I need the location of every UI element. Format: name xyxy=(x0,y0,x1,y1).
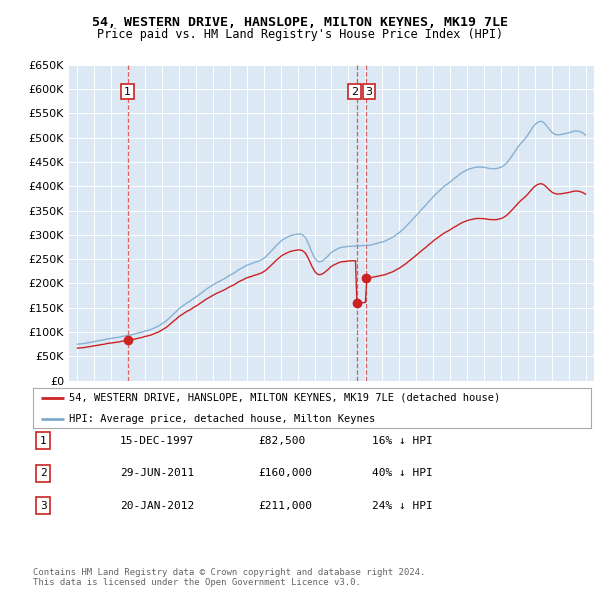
Text: 24% ↓ HPI: 24% ↓ HPI xyxy=(372,501,433,510)
Text: 3: 3 xyxy=(40,501,47,510)
Text: 40% ↓ HPI: 40% ↓ HPI xyxy=(372,468,433,478)
Text: Price paid vs. HM Land Registry's House Price Index (HPI): Price paid vs. HM Land Registry's House … xyxy=(97,28,503,41)
Text: £82,500: £82,500 xyxy=(258,436,305,445)
Text: 16% ↓ HPI: 16% ↓ HPI xyxy=(372,436,433,445)
Text: 15-DEC-1997: 15-DEC-1997 xyxy=(120,436,194,445)
Text: 2: 2 xyxy=(40,468,47,478)
Text: 20-JAN-2012: 20-JAN-2012 xyxy=(120,501,194,510)
Text: 1: 1 xyxy=(124,87,131,97)
Text: £211,000: £211,000 xyxy=(258,501,312,510)
Text: 1: 1 xyxy=(40,436,47,445)
Text: HPI: Average price, detached house, Milton Keynes: HPI: Average price, detached house, Milt… xyxy=(69,414,376,424)
Text: 3: 3 xyxy=(365,87,373,97)
Text: Contains HM Land Registry data © Crown copyright and database right 2024.
This d: Contains HM Land Registry data © Crown c… xyxy=(33,568,425,587)
Text: 2: 2 xyxy=(351,87,358,97)
Text: 54, WESTERN DRIVE, HANSLOPE, MILTON KEYNES, MK19 7LE: 54, WESTERN DRIVE, HANSLOPE, MILTON KEYN… xyxy=(92,16,508,29)
Text: 54, WESTERN DRIVE, HANSLOPE, MILTON KEYNES, MK19 7LE (detached house): 54, WESTERN DRIVE, HANSLOPE, MILTON KEYN… xyxy=(69,393,500,402)
Text: £160,000: £160,000 xyxy=(258,468,312,478)
Text: 29-JUN-2011: 29-JUN-2011 xyxy=(120,468,194,478)
